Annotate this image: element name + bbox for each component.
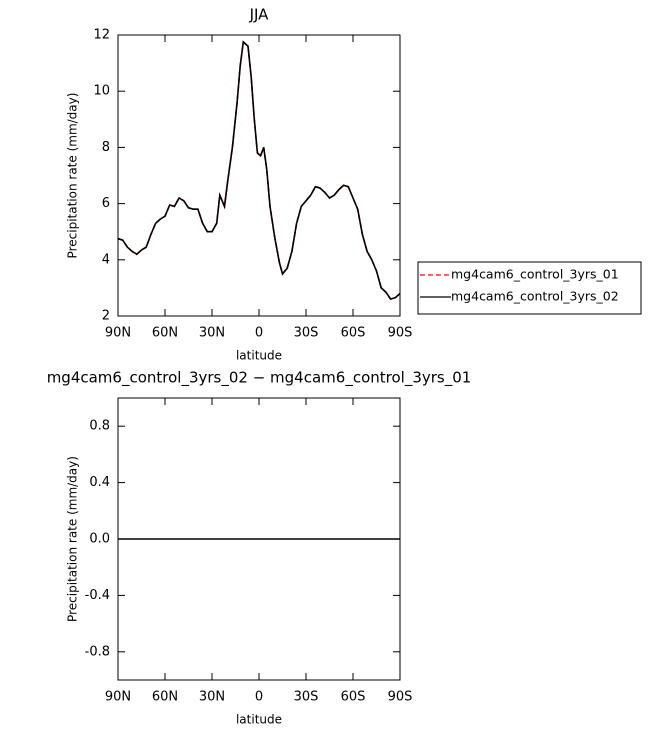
y-tick-label: 12: [93, 28, 110, 43]
x-tick-label: 30S: [294, 690, 319, 705]
x-tick-label: 60S: [341, 326, 366, 341]
y-axis-label: Precipitation rate (mm/day): [66, 456, 80, 622]
x-tick-label: 90N: [105, 690, 131, 705]
legend-label: mg4cam6_control_3yrs_02: [451, 289, 619, 304]
x-tick-label: 90S: [388, 690, 413, 705]
x-tick-label: 30N: [199, 326, 225, 341]
x-axis-label: latitude: [236, 349, 282, 363]
x-tick-label: 30S: [294, 326, 319, 341]
data-line: [117, 40, 401, 301]
y-tick-label: 2: [102, 309, 110, 324]
y-tick-label: 8: [102, 140, 110, 155]
y-tick-label: 6: [102, 196, 110, 211]
y-axis-label: Precipitation rate (mm/day): [66, 93, 80, 259]
legend-label: mg4cam6_control_3yrs_01: [451, 267, 619, 282]
x-tick-label: 60S: [341, 690, 366, 705]
plot-frame: [117, 34, 401, 317]
legend-box: [417, 261, 642, 315]
y-tick-label: 0.8: [89, 419, 110, 434]
y-tick-label: -0.4: [85, 588, 110, 603]
x-tick-label: 60N: [152, 690, 178, 705]
chart-title: mg4cam6_control_3yrs_02 − mg4cam6_contro…: [47, 369, 472, 388]
y-tick-label: 4: [102, 252, 110, 267]
y-tick-label: 0.4: [89, 475, 110, 490]
y-tick-label: 0.0: [89, 532, 110, 547]
x-tick-label: 0: [255, 690, 263, 705]
y-tick-label: 10: [93, 84, 110, 99]
x-tick-label: 90S: [388, 326, 413, 341]
x-tick-label: 60N: [152, 326, 178, 341]
data-line: [117, 40, 401, 301]
x-tick-label: 90N: [105, 326, 131, 341]
x-axis-label: latitude: [236, 713, 282, 727]
chart-title: JJA: [249, 6, 270, 24]
y-tick-label: -0.8: [85, 644, 110, 659]
x-tick-label: 30N: [199, 690, 225, 705]
plot-frame: [117, 397, 401, 681]
x-tick-label: 0: [255, 326, 263, 341]
